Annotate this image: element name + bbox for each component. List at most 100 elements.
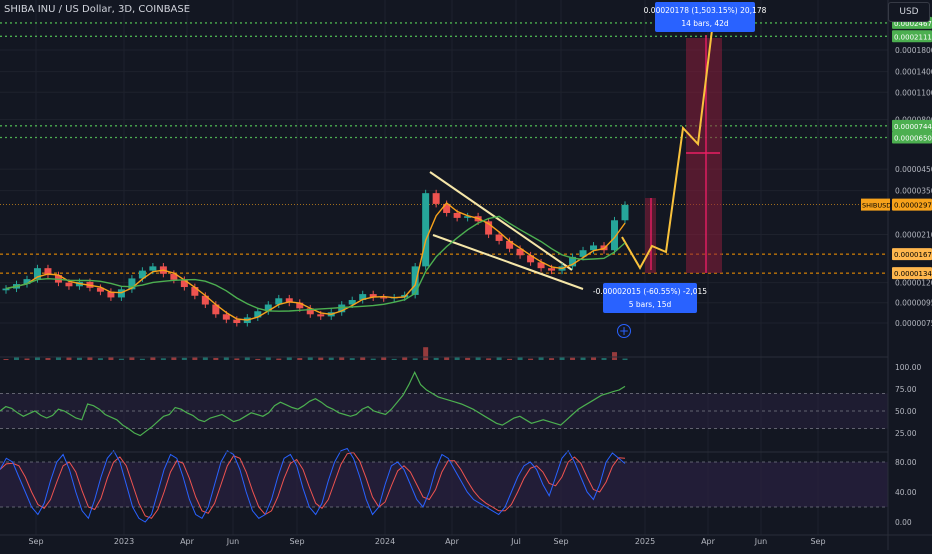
symbol-tag: SHIBUSD (862, 202, 891, 210)
gain-annotation-bg (655, 2, 755, 32)
current-price-label-bg (892, 198, 932, 211)
x-tick-label: Sep (28, 537, 43, 546)
volume-bar (328, 357, 334, 360)
level-label-bg (892, 267, 932, 280)
ma-fast-line (5, 202, 626, 321)
projection-path (621, 27, 719, 271)
candle-body (569, 256, 577, 267)
candle-body (170, 273, 178, 280)
chart-title: SHIBA INU / US Dollar, 3D, COINBASE (4, 4, 191, 15)
volume-bar (213, 357, 219, 360)
add-alert-icon[interactable]: + (617, 324, 631, 338)
volume-bar (55, 357, 61, 360)
candle-body (443, 203, 451, 213)
y-tick-label: 0.00014000 (895, 68, 932, 77)
x-tick-label: Apr (445, 537, 460, 546)
ma-slow-line (5, 215, 626, 312)
y-tick-label: 0.00003500 (895, 187, 932, 196)
x-tick-label: Sep (289, 537, 304, 546)
volume-bar (24, 358, 30, 360)
y-tick-label: 0.00004500 (895, 165, 932, 174)
candle-body (453, 212, 461, 218)
candle-body (516, 248, 524, 256)
x-tick-label: Jun (754, 537, 768, 546)
measure-annotations: 0.00020178 (1,503.15%) 20,178 14 bars, 42… (593, 2, 767, 313)
volume-bar (297, 358, 303, 360)
volume-bar (339, 357, 345, 360)
stoch-tick-label: 80.00 (895, 458, 917, 467)
volume-bar (360, 357, 366, 360)
volume-bar (318, 357, 324, 360)
x-tick-label: Apr (180, 537, 195, 546)
volume-bar (475, 357, 481, 360)
candle-body (611, 220, 619, 251)
candle-body (579, 250, 587, 257)
volume-bar (255, 358, 261, 360)
candle-body (138, 270, 146, 279)
volume-bar (13, 357, 19, 360)
volume-bar (129, 357, 135, 360)
candle-body (411, 266, 419, 295)
candle-body (2, 288, 10, 291)
volume-bar (402, 357, 408, 360)
candle-body (485, 221, 493, 235)
y-tick-label: 0.00000750 (895, 319, 932, 328)
volume-bar (433, 357, 439, 360)
level-label: 0.00001673 (894, 251, 932, 259)
volume-bar (181, 357, 187, 360)
stoch-band (0, 462, 888, 507)
volume-bar (370, 358, 376, 360)
volume-bar (528, 358, 534, 360)
indicator-bands (0, 392, 888, 508)
candle-body (527, 255, 535, 263)
level-label-bg (892, 131, 932, 144)
volume-bar (612, 352, 618, 360)
gain-annotation-line2: 14 bars, 42d (681, 19, 729, 28)
candle-body (191, 287, 199, 296)
candle-body (44, 268, 52, 276)
volume-bar (223, 357, 229, 360)
volume-bar (559, 357, 565, 360)
candle-body (264, 304, 272, 312)
level-label: 0.00024671 (894, 20, 932, 28)
volume-bar (192, 357, 198, 360)
y-tick-label: 0.00000950 (895, 299, 932, 308)
level-label: 0.00021114 (894, 33, 932, 41)
candle-body (380, 297, 388, 299)
volume-bar (265, 357, 271, 360)
volume-bar (381, 357, 387, 360)
volume-bar (486, 358, 492, 360)
candle-body (422, 193, 430, 267)
volume-bar (622, 358, 628, 360)
stoch-tick-label: 0.00 (895, 518, 912, 527)
currency-button[interactable]: USD (888, 2, 930, 22)
volume-bar (171, 357, 177, 360)
candle-body (621, 204, 629, 221)
candle-body (23, 279, 31, 285)
volume-bar (202, 357, 208, 360)
candle-body (33, 268, 41, 280)
drawings (429, 27, 722, 290)
x-tick-label: 2025 (635, 537, 655, 546)
y-tick-label: 0.00011000 (895, 88, 932, 97)
volume-bar (3, 359, 9, 360)
volume-bar (307, 357, 313, 360)
target-box (686, 38, 722, 273)
candle-body (506, 240, 514, 249)
candle-body (254, 311, 262, 318)
candle-body (212, 304, 220, 315)
wedge-lower-trendline (432, 234, 584, 290)
candle-body (548, 268, 556, 271)
candle-body (128, 278, 136, 290)
volume-bar (412, 358, 418, 360)
symbol-tag-bg (861, 198, 890, 211)
volume-bar (517, 357, 523, 360)
candle-body (180, 279, 188, 288)
horizontal-levels (0, 22, 888, 274)
x-tick-label: Sep (553, 537, 568, 546)
moving-averages (5, 202, 626, 321)
volume-bar (444, 357, 450, 360)
volume-bar (591, 357, 597, 360)
